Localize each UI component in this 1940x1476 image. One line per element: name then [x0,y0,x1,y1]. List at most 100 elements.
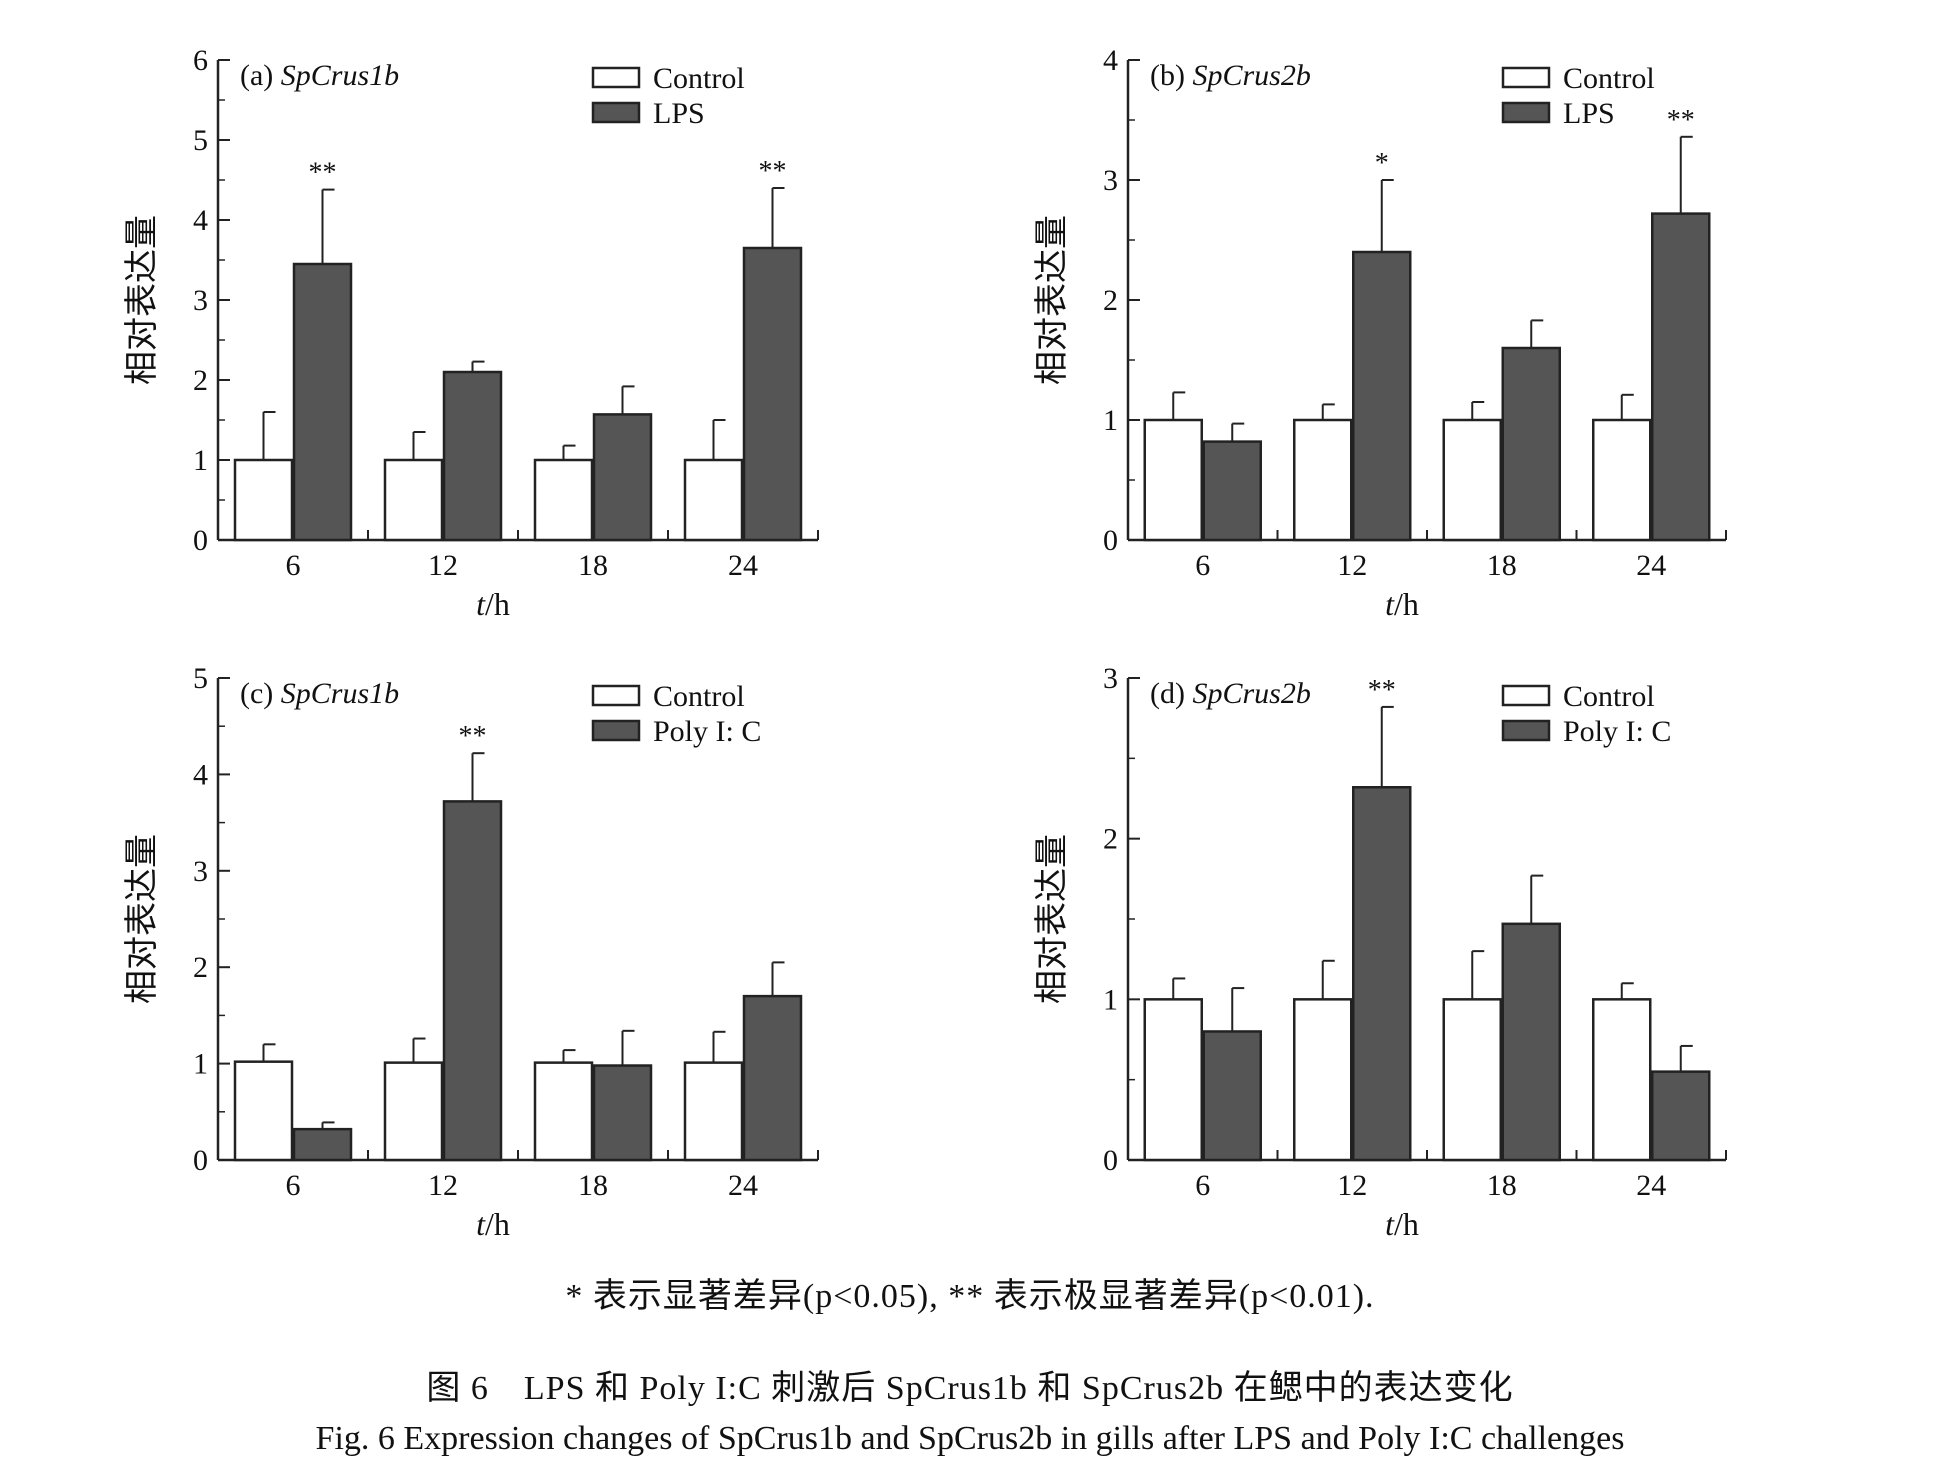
x-tick-label: 6 [1195,549,1210,582]
x-tick-label: 24 [728,549,758,582]
significance-marker: ** [1667,105,1695,136]
x-tick-label: 24 [1636,1169,1666,1202]
y-tick-label: 2 [193,951,208,984]
x-axis-label: t/h [1385,1206,1419,1242]
y-tick-label: 3 [193,855,208,888]
x-tick-label: 18 [578,1169,608,1202]
y-tick-label: 0 [193,524,208,557]
significance-marker: ** [309,158,337,189]
panel-letter: (c) [240,677,281,710]
bar [1501,922,1561,1162]
y-tick-label: 1 [193,1048,208,1081]
legend-swatch [1501,101,1551,124]
significance-marker: ** [759,156,787,187]
x-tick-label: 18 [1487,1169,1517,1202]
y-tick-label: 1 [1103,404,1118,437]
y-tick-label: 4 [1103,44,1118,77]
bar [683,1061,744,1162]
x-tick-label: 18 [1487,549,1517,582]
x-axis-unit: /h [1394,586,1419,622]
bar [1592,998,1652,1162]
bar [1651,212,1711,542]
x-tick-label: 24 [728,1169,758,1202]
y-axis-label: 相对表达量 [122,215,162,385]
y-tick-label: 2 [1103,823,1118,856]
bar [1293,998,1353,1162]
panel-gene-name: SpCrus2b [1192,677,1310,710]
panel-letter: (a) [240,59,281,92]
bar [683,458,744,542]
legend-label: Control [1563,680,1655,713]
y-tick-label: 3 [1103,164,1118,197]
legend-label: Poly I: C [1563,715,1671,748]
y-tick-label: 2 [1103,284,1118,317]
panel-label: (a) SpCrus1b [240,59,399,92]
x-axis-variable: t [1385,1206,1395,1242]
panel-gene-name: SpCrus2b [1192,59,1310,92]
legend-label: Control [653,680,745,713]
bar [383,458,444,542]
significance-marker: * [1375,148,1389,179]
legend-label: Control [653,62,745,95]
x-tick-label: 18 [578,549,608,582]
panel-gene-name: SpCrus1b [281,677,399,710]
bar [1202,1030,1262,1162]
legend-swatch [591,101,641,124]
significance-marker: ** [1368,675,1396,706]
x-axis-unit: /h [485,1206,510,1242]
x-axis-unit: /h [1394,1206,1419,1242]
bar [533,458,594,542]
bar [1592,418,1652,542]
legend-swatch [591,66,641,89]
legend-label: LPS [1563,97,1615,130]
y-axis-label: 相对表达量 [1032,834,1072,1004]
bar [1352,250,1412,542]
legend-swatch [591,684,641,707]
bar [292,1127,353,1162]
bar [233,1060,294,1162]
bar [233,458,294,542]
y-tick-label: 5 [193,662,208,695]
y-tick-label: 1 [193,444,208,477]
y-tick-label: 4 [193,204,208,237]
x-tick-label: 12 [428,549,458,582]
y-tick-label: 0 [1103,524,1118,557]
bar [1143,998,1203,1162]
x-tick-label: 12 [1337,1169,1367,1202]
x-tick-label: 24 [1636,549,1666,582]
bar [383,1061,444,1162]
x-tick-label: 6 [1195,1169,1210,1202]
bar [1651,1070,1711,1162]
y-axis-label: 相对表达量 [1032,215,1072,385]
legend-swatch [1501,66,1551,89]
panel-letter: (b) [1150,59,1192,92]
y-tick-label: 2 [193,364,208,397]
panel-label: (d) SpCrus2b [1150,677,1311,710]
x-tick-label: 12 [1337,549,1367,582]
bar [1442,418,1502,542]
y-tick-label: 3 [193,284,208,317]
legend-label: Poly I: C [653,715,761,748]
x-axis-variable: t [476,586,486,622]
x-axis-unit: /h [485,586,510,622]
y-tick-label: 6 [193,44,208,77]
bar [1352,786,1412,1162]
x-tick-label: 12 [428,1169,458,1202]
panel-gene-name: SpCrus1b [281,59,399,92]
y-tick-label: 3 [1103,662,1118,695]
bar [592,1064,653,1162]
bar [292,262,353,542]
bar [1501,346,1561,542]
y-tick-label: 4 [193,758,208,791]
legend-label: Control [1563,62,1655,95]
figure-caption-chinese: 图 6 LPS 和 Poly I:C 刺激后 SpCrus1b 和 SpCrus… [426,1370,1514,1407]
significance-footnote: * 表示显著差异(p<0.05), ** 表示极显著差异(p<0.01). [565,1278,1375,1315]
figure-caption-english: Fig. 6 Expression changes of SpCrus1b an… [315,1420,1625,1457]
x-axis-variable: t [476,1206,486,1242]
y-tick-label: 0 [193,1144,208,1177]
